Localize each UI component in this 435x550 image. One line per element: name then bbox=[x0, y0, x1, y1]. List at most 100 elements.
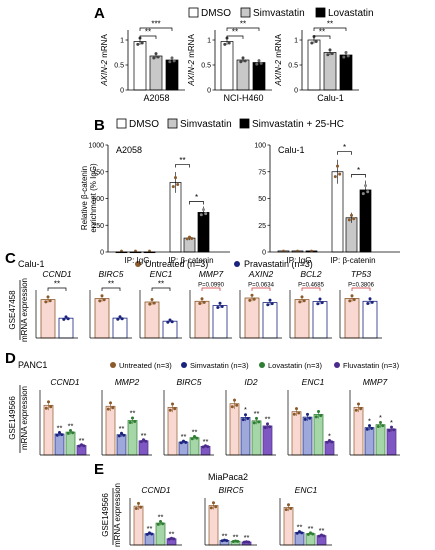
b-a2058-ytick-label: 0 bbox=[100, 250, 104, 257]
panel-c-dataset: GSE47458 bbox=[8, 290, 17, 330]
e-birc5-title: BIRC5 bbox=[218, 485, 243, 495]
d-mmp2-dot bbox=[122, 433, 126, 437]
a-calu-1-dot bbox=[328, 48, 332, 52]
panel-letter-e: E bbox=[94, 461, 104, 478]
d-ccnd1-dot bbox=[58, 430, 61, 434]
d-birc5-dot bbox=[171, 402, 174, 406]
a-a2058-dot bbox=[152, 56, 156, 60]
d-mmp7-title: MMP7 bbox=[363, 377, 388, 387]
d-mmp7-dot bbox=[390, 425, 393, 429]
d-enc1-dot bbox=[314, 415, 318, 419]
a-nci-h460-ytick-label: 0 bbox=[207, 88, 211, 95]
b-calu-1-dot bbox=[364, 184, 367, 188]
a-a2058-dot bbox=[172, 59, 176, 63]
c-enc1-sig-bracket bbox=[151, 287, 171, 291]
d-id2-dot bbox=[255, 416, 258, 420]
panel-letter-b: B bbox=[94, 117, 105, 134]
c-tp53-dot bbox=[370, 300, 374, 304]
a-a2058-dot bbox=[140, 41, 144, 45]
a-nci-h460-dot bbox=[259, 61, 263, 65]
subplot-d-birc5: ** ** ** BIRC5 bbox=[163, 377, 214, 456]
c-bcl2-sig-label: P=0.4685 bbox=[298, 283, 325, 289]
subplot-d-mmp7: * * * MMP7 bbox=[349, 377, 400, 456]
b-calu-1-ytick-label: 75 bbox=[258, 169, 266, 176]
c-tp53-dot bbox=[350, 294, 354, 298]
c-axin2-sig-label: P=0.0634 bbox=[248, 283, 275, 289]
c-birc5-dot bbox=[98, 299, 102, 303]
d-ccnd1-star: ** bbox=[57, 423, 63, 432]
d-mmp2-dot bbox=[117, 434, 121, 438]
d-mmp2-dot bbox=[106, 407, 110, 411]
b-a2058-sig-bracket bbox=[175, 164, 190, 168]
e-ccnd1-dot bbox=[156, 522, 160, 526]
a-a2058-dot bbox=[170, 56, 174, 60]
a-calu-1-dot bbox=[342, 55, 346, 59]
d-ccnd1-bar bbox=[43, 404, 54, 456]
d-enc1-dot bbox=[297, 411, 301, 415]
d-birc5-bar bbox=[178, 441, 189, 456]
d-id2-dot bbox=[241, 418, 245, 422]
legend-label-fluvastatin-d: Fluvastatin (n=3) bbox=[343, 361, 400, 370]
legend-dot-lovastatin-d bbox=[259, 362, 265, 368]
c-ccnd1-dot bbox=[66, 317, 70, 321]
c-birc5-dot bbox=[100, 294, 104, 298]
c-axin2-bar bbox=[244, 297, 260, 339]
d-birc5-star: ** bbox=[203, 437, 209, 446]
d-birc5-dot bbox=[193, 434, 196, 438]
d-id2-bar bbox=[262, 425, 273, 456]
e-enc1-star: ** bbox=[319, 526, 325, 535]
legend-label-dmso: DMSO bbox=[201, 8, 231, 19]
e-enc1-dot bbox=[284, 508, 288, 512]
d-ccnd1-dot bbox=[49, 405, 53, 409]
d-id2-star: ** bbox=[254, 409, 260, 418]
e-ccnd1-dot bbox=[137, 501, 140, 505]
b-calu-1-dot bbox=[347, 218, 351, 222]
c-birc5-dot bbox=[120, 317, 124, 321]
b-a2058-dot bbox=[174, 176, 177, 180]
legend-label-pravastatin-c: Pravastatin (n=3) bbox=[244, 259, 313, 269]
d-id2-dot bbox=[252, 421, 256, 425]
c-enc1-bar bbox=[162, 320, 178, 339]
d-mmp7-bar bbox=[386, 428, 397, 456]
a-a2058-xlabel: A2058 bbox=[143, 93, 169, 103]
b-a2058-dot bbox=[190, 237, 194, 241]
e-ccnd1-dot bbox=[145, 532, 149, 536]
c-mmp7-dot bbox=[198, 301, 202, 305]
d-id2-bar bbox=[251, 420, 262, 456]
a-nci-h460-ylabel: AXIN-2 mRNA bbox=[187, 34, 196, 87]
d-enc1-dot bbox=[325, 440, 329, 444]
a-nci-h460-dot bbox=[223, 42, 227, 46]
d-mmp7-bar bbox=[353, 406, 364, 456]
e-enc1-dot bbox=[306, 532, 310, 536]
c-ccnd1-title: CCND1 bbox=[42, 269, 72, 279]
d-id2-dot bbox=[263, 426, 267, 430]
c-axin2-dot bbox=[270, 302, 274, 306]
b-calu-1-dot bbox=[336, 164, 339, 168]
b-calu-1-ytick-label: 25 bbox=[258, 223, 266, 230]
e-enc1-bar bbox=[283, 507, 294, 546]
c-axin2-dot bbox=[266, 303, 270, 307]
legend-swatch-simvastatin-b bbox=[167, 118, 178, 129]
a-a2058-ytick-label: 1 bbox=[120, 38, 124, 45]
legend-dot-simvastatin-d bbox=[181, 362, 187, 368]
d-ccnd1-dot bbox=[60, 433, 64, 437]
d-mmp7-dot bbox=[381, 424, 385, 428]
d-ccnd1-dot bbox=[44, 406, 48, 410]
c-tp53-dot bbox=[352, 298, 356, 302]
b-calu-1-ytick-label: 100 bbox=[254, 143, 266, 150]
legend-label-untreated-c: Untreated (n=3) bbox=[145, 259, 208, 269]
a-calu-1-dot bbox=[330, 52, 334, 56]
d-id2-dot bbox=[268, 425, 272, 429]
e-ccnd1-star: ** bbox=[147, 524, 153, 533]
d-id2-bar bbox=[229, 403, 240, 456]
a-nci-h460-sig-bracket bbox=[226, 27, 260, 31]
a-nci-h460-sig-label: ** bbox=[240, 20, 246, 29]
a-a2058-dot bbox=[136, 42, 140, 46]
b-a2058-dot bbox=[202, 208, 205, 212]
a-calu-1-dot bbox=[346, 54, 350, 58]
d-birc5-star: ** bbox=[192, 427, 198, 436]
d-id2-dot bbox=[246, 416, 250, 420]
d-mmp7-dot bbox=[387, 429, 391, 433]
a-nci-h460-dot bbox=[243, 59, 247, 63]
a-a2058-sig-bracket bbox=[139, 35, 157, 39]
